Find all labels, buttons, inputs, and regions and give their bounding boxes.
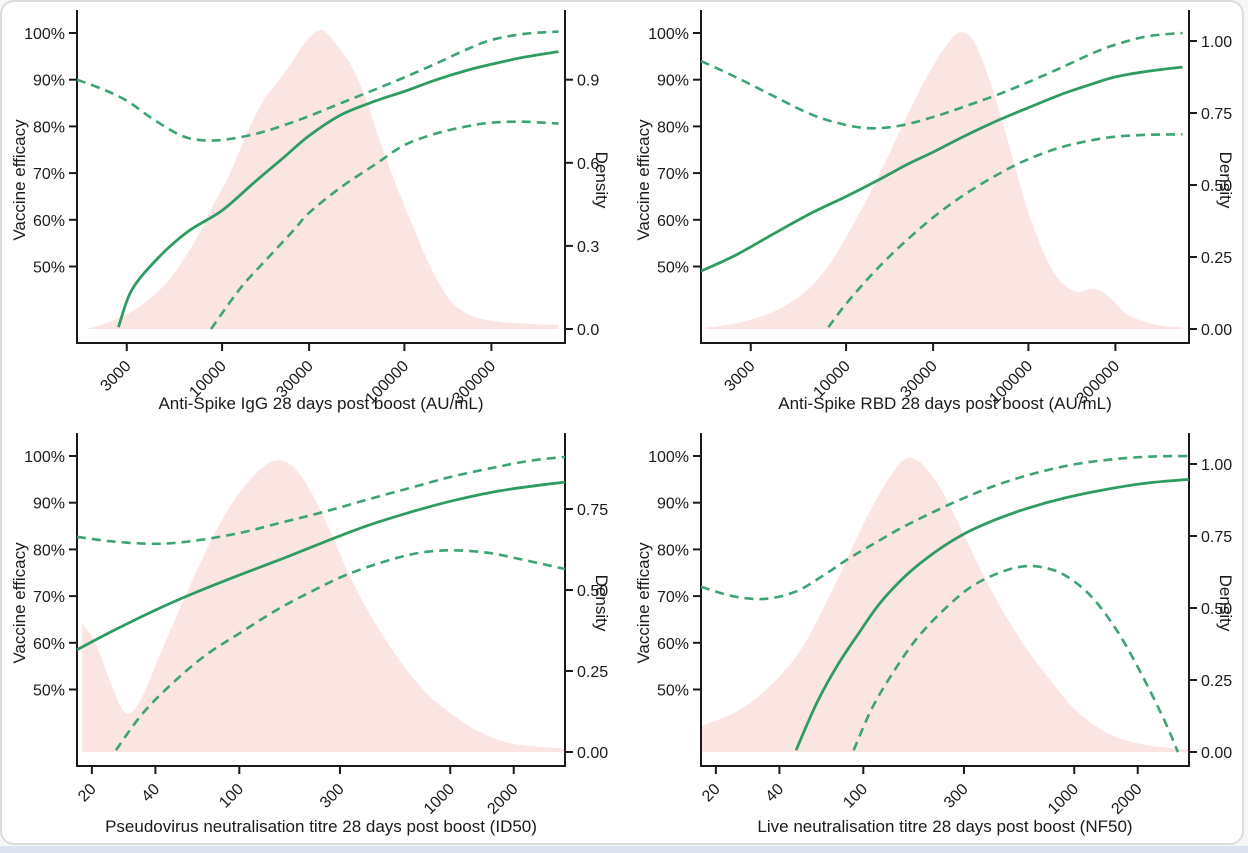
- efficacy-tick-label: 50%: [33, 260, 65, 277]
- efficacy-line: [76, 480, 566, 652]
- y-axis-title-right: Density: [1216, 151, 1235, 209]
- efficacy-tick-label: 90%: [657, 73, 689, 90]
- plot-live-neutralisation: 100% 90% 80% 70% 60% 50% 0.00 0.25 0.50 0.75 1.00 2…: [648, 433, 1232, 818]
- efficacy-tick-label: 70%: [33, 589, 65, 606]
- x-tick-label: 40: [763, 781, 788, 806]
- efficacy-tick-label: 80%: [657, 119, 689, 136]
- plot-pseudovirus-neutralisation: 100% 90% 80% 70% 60% 50% 0.00 0.25 0.50 0.75 20 40 1…: [24, 433, 608, 818]
- density-tick-label: 0.25: [1201, 250, 1232, 267]
- y-axis-title-right: Density: [592, 151, 611, 209]
- efficacy-tick-label: 60%: [33, 213, 65, 230]
- x-tick-label: 1000: [1045, 781, 1082, 818]
- panel-anti-spike-rbd: 100% 90% 80% 70% 60% 50% 0.00 0.25 0.50 0.75 1.00 3…: [624, 0, 1248, 423]
- x-tick-label: 3000: [721, 358, 758, 395]
- panel-pseudovirus-neutralisation: 100% 90% 80% 70% 60% 50% 0.00 0.25 0.50 0.75 20 40 1…: [0, 423, 624, 846]
- efficacy-tick-label: 70%: [33, 166, 65, 183]
- x-tick-label: 20: [75, 781, 100, 806]
- y-axis-title-left: Vaccine efficacy: [10, 542, 29, 664]
- y-axis-title-left: Vaccine efficacy: [634, 119, 653, 241]
- x-axis-title: Pseudovirus neutralisation titre 28 days…: [105, 817, 537, 836]
- density-tick-label: 1.00: [1201, 457, 1232, 474]
- density-tick-label: 1.00: [1201, 34, 1232, 51]
- density-area: [82, 460, 566, 752]
- x-axis-title: Live neutralisation titre 28 days post b…: [757, 817, 1133, 836]
- y-axis-title-left: Vaccine efficacy: [10, 119, 29, 241]
- plot-anti-spike-rbd: 100% 90% 80% 70% 60% 50% 0.00 0.25 0.50 0.75 1.00 3…: [648, 10, 1232, 408]
- efficacy-line: [117, 50, 559, 328]
- density-tick-label: 0.25: [1201, 673, 1232, 690]
- y-axis-title-right: Density: [592, 574, 611, 632]
- density-tick-label: 0.50: [1201, 601, 1232, 618]
- density-tick-label: 0.25: [577, 664, 608, 681]
- efficacy-tick-label: 50%: [657, 260, 689, 277]
- lower-ci-line: [827, 133, 1183, 328]
- density-tick-label: 0.50: [577, 583, 608, 600]
- panel-anti-spike-igg: 100% 90% 80% 70% 60% 50% 0.0 0.3 0.6 0.9 3000 10000…: [0, 0, 624, 423]
- lower-ci-line: [852, 564, 1180, 753]
- density-area: [86, 29, 559, 330]
- upper-ci-line: [700, 454, 1190, 601]
- x-tick-label: 40: [139, 781, 164, 806]
- x-tick-label: 100: [840, 781, 871, 812]
- density-tick-label: 0.3: [577, 239, 599, 256]
- efficacy-tick-label: 100%: [648, 449, 689, 466]
- density-tick-label: 0.00: [1201, 745, 1232, 762]
- upper-ci-line: [76, 30, 559, 142]
- efficacy-line: [794, 477, 1190, 751]
- efficacy-tick-label: 90%: [33, 73, 65, 90]
- efficacy-tick-label: 50%: [657, 683, 689, 700]
- efficacy-tick-label: 60%: [657, 213, 689, 230]
- efficacy-tick-label: 80%: [657, 542, 689, 559]
- efficacy-tick-label: 70%: [657, 589, 689, 606]
- density-tick-label: 0.50: [1201, 178, 1232, 195]
- efficacy-tick-label: 90%: [33, 496, 65, 513]
- efficacy-tick-label: 80%: [33, 119, 65, 136]
- efficacy-tick-label: 50%: [33, 683, 65, 700]
- lower-ci-line: [210, 120, 559, 330]
- page-bottom-strip: [0, 846, 1248, 853]
- efficacy-tick-label: 100%: [648, 26, 689, 43]
- x-tick-label: 2000: [1108, 781, 1145, 818]
- lower-ci-line: [114, 549, 566, 751]
- efficacy-tick-label: 100%: [24, 26, 65, 43]
- density-tick-label: 0.00: [577, 745, 608, 762]
- density-tick-label: 0.75: [1201, 106, 1232, 123]
- y-axis-title-right: Density: [1216, 574, 1235, 632]
- x-tick-label: 20: [699, 781, 724, 806]
- density-tick-label: 0.75: [577, 502, 608, 519]
- upper-ci-line: [76, 455, 566, 546]
- density-tick-label: 0.6: [577, 156, 599, 173]
- x-tick-label: 100: [216, 781, 247, 812]
- efficacy-tick-label: 90%: [657, 496, 689, 513]
- x-tick-label: 3000: [97, 358, 134, 395]
- density-tick-label: 0.9: [577, 73, 599, 90]
- x-tick-label: 300: [317, 781, 348, 812]
- y-axis-title-left: Vaccine efficacy: [634, 542, 653, 664]
- density-tick-label: 0.0: [577, 322, 599, 339]
- x-axis-title: Anti-Spike RBD 28 days post boost (AU/mL…: [778, 394, 1112, 413]
- efficacy-tick-label: 60%: [33, 636, 65, 653]
- efficacy-tick-label: 100%: [24, 449, 65, 466]
- density-area: [705, 32, 1183, 330]
- density-tick-label: 0.00: [1201, 322, 1232, 339]
- x-axis-title: Anti-Spike IgG 28 days post boost (AU/mL…: [158, 394, 484, 413]
- efficacy-line: [700, 65, 1183, 273]
- efficacy-tick-label: 60%: [657, 636, 689, 653]
- efficacy-tick-label: 70%: [657, 166, 689, 183]
- x-tick-label: 2000: [484, 781, 521, 818]
- x-tick-label: 300: [941, 781, 972, 812]
- panel-live-neutralisation: 100% 90% 80% 70% 60% 50% 0.00 0.25 0.50 0.75 1.00 2…: [624, 423, 1248, 846]
- density-area: [701, 457, 1189, 752]
- density-tick-label: 0.75: [1201, 529, 1232, 546]
- efficacy-tick-label: 80%: [33, 542, 65, 559]
- x-tick-label: 1000: [421, 781, 458, 818]
